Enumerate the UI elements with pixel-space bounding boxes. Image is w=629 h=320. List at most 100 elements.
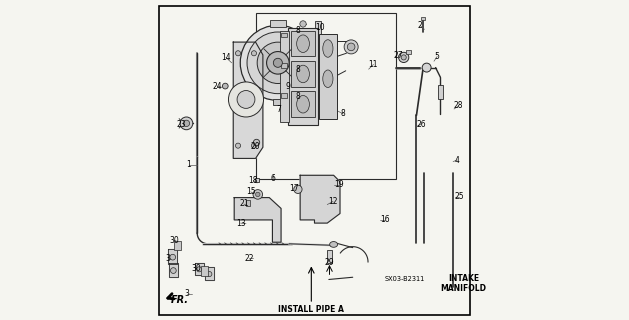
Polygon shape [205, 268, 214, 280]
Text: 23: 23 [177, 120, 186, 129]
Bar [246, 200, 250, 206]
Text: 16: 16 [380, 215, 389, 224]
Text: 13: 13 [236, 219, 245, 228]
Circle shape [247, 32, 309, 94]
Text: 20: 20 [251, 142, 260, 151]
Text: 19: 19 [335, 180, 344, 189]
Ellipse shape [330, 242, 338, 247]
Bar [406, 50, 411, 54]
Circle shape [170, 254, 175, 260]
Circle shape [347, 43, 355, 51]
Text: 9: 9 [286, 82, 291, 91]
Text: 18: 18 [248, 176, 258, 185]
Ellipse shape [297, 65, 309, 83]
Circle shape [252, 143, 257, 148]
Circle shape [267, 52, 289, 74]
Polygon shape [233, 42, 263, 158]
Text: 8: 8 [296, 65, 300, 74]
Circle shape [237, 91, 255, 108]
Text: 5: 5 [435, 52, 440, 61]
Circle shape [257, 42, 299, 84]
Circle shape [228, 82, 264, 117]
Text: 28: 28 [454, 101, 464, 110]
Polygon shape [300, 175, 340, 223]
Text: 8: 8 [341, 109, 345, 118]
Circle shape [294, 185, 302, 194]
Polygon shape [234, 197, 281, 242]
Text: 3: 3 [185, 289, 189, 298]
Circle shape [401, 55, 406, 60]
Circle shape [235, 143, 240, 148]
Text: 24: 24 [213, 82, 222, 91]
Text: 21: 21 [239, 199, 248, 208]
Polygon shape [195, 263, 204, 275]
Bar [174, 241, 181, 250]
Bar [438, 85, 443, 100]
Circle shape [207, 271, 212, 276]
Circle shape [197, 267, 202, 272]
Bar [291, 31, 315, 56]
Text: 10: 10 [315, 23, 325, 32]
Text: 8: 8 [296, 92, 300, 101]
Bar [281, 63, 287, 68]
Text: 2: 2 [418, 21, 423, 30]
Text: 25: 25 [455, 192, 464, 201]
Bar [291, 61, 315, 87]
Text: 22: 22 [245, 254, 254, 263]
Circle shape [399, 52, 409, 62]
Text: 4: 4 [455, 156, 460, 164]
Text: 3: 3 [165, 254, 170, 263]
Circle shape [170, 268, 176, 273]
Bar [315, 21, 321, 104]
Ellipse shape [297, 95, 309, 113]
Text: 15: 15 [246, 188, 255, 196]
Text: 1: 1 [186, 160, 191, 169]
Text: 7: 7 [276, 105, 281, 114]
Text: INTAKE
MANIFOLD: INTAKE MANIFOLD [440, 274, 487, 293]
Circle shape [235, 51, 240, 56]
Ellipse shape [323, 70, 333, 87]
Circle shape [223, 83, 228, 89]
Bar [201, 266, 208, 276]
Circle shape [344, 40, 358, 54]
Ellipse shape [323, 40, 333, 57]
Bar [421, 17, 425, 20]
Text: 14: 14 [221, 53, 231, 62]
Circle shape [255, 192, 260, 197]
Polygon shape [169, 263, 178, 277]
Text: 11: 11 [369, 60, 378, 69]
Bar [270, 20, 286, 27]
Bar [288, 28, 318, 125]
Bar [327, 250, 331, 263]
Bar [281, 93, 287, 98]
Bar [273, 100, 282, 105]
Circle shape [422, 63, 431, 72]
Bar [255, 13, 396, 179]
Text: INSTALL PIPE A: INSTALL PIPE A [279, 305, 344, 314]
Circle shape [252, 51, 257, 56]
Circle shape [183, 120, 189, 126]
Circle shape [180, 117, 193, 130]
Text: FR.: FR. [171, 295, 189, 305]
Polygon shape [168, 249, 177, 264]
Circle shape [300, 21, 306, 27]
Text: 12: 12 [328, 197, 338, 206]
Bar [291, 92, 315, 117]
Text: 30: 30 [169, 236, 179, 245]
Text: 6: 6 [270, 174, 276, 183]
Circle shape [274, 58, 282, 67]
Text: 30: 30 [191, 264, 201, 273]
Circle shape [253, 190, 262, 199]
Bar [255, 178, 259, 182]
Text: 26: 26 [416, 120, 426, 129]
Text: 29: 29 [325, 258, 335, 267]
Circle shape [253, 139, 260, 146]
Text: 8: 8 [296, 27, 300, 36]
Text: 27: 27 [393, 51, 403, 60]
Bar [281, 31, 289, 122]
Circle shape [240, 25, 316, 100]
Bar [281, 33, 287, 37]
Text: SX03-B2311: SX03-B2311 [384, 276, 425, 282]
Text: 17: 17 [289, 184, 299, 193]
Bar [320, 34, 337, 119]
